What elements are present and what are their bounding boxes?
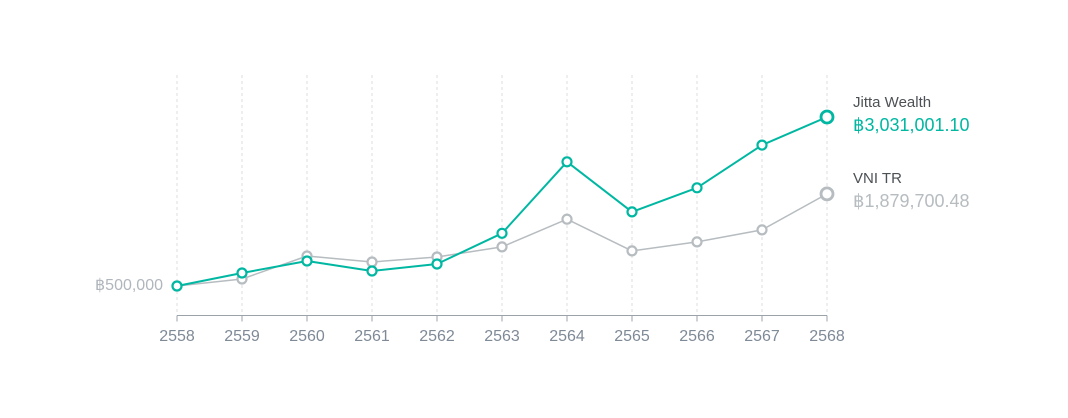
point-jitta-wealth-2564[interactable]: [561, 156, 573, 168]
legend-jitta-wealth-name: Jitta Wealth: [853, 94, 932, 111]
point-vni-tr-2566[interactable]: [691, 236, 703, 248]
legend-vni-tr-value: ฿1,879,700.48: [853, 191, 970, 211]
x-axis-label-2561: 2561: [354, 328, 390, 345]
point-vni-tr-2564[interactable]: [561, 213, 573, 225]
x-axis-label-2565: 2565: [614, 328, 650, 345]
point-vni-tr-2563[interactable]: [496, 241, 508, 253]
legend-jitta-wealth-value: ฿3,031,001.10: [853, 115, 970, 135]
x-axis-label-2559: 2559: [224, 328, 260, 345]
legend-vni-tr: VNI TR ฿1,879,700.48: [853, 170, 970, 211]
x-axis-label-2560: 2560: [289, 328, 325, 345]
point-vni-tr-2567[interactable]: [756, 224, 768, 236]
x-axis-label-2566: 2566: [679, 328, 715, 345]
x-axis-label-2568: 2568: [809, 328, 845, 345]
point-vni-tr-2568[interactable]: [819, 186, 835, 202]
legend-vni-tr-name: VNI TR: [853, 170, 902, 187]
point-jitta-wealth-2566[interactable]: [691, 182, 703, 194]
x-axis-label-2563: 2563: [484, 328, 520, 345]
point-jitta-wealth-2567[interactable]: [756, 139, 768, 151]
x-axis-label-2562: 2562: [419, 328, 455, 345]
x-axis-label-2564: 2564: [549, 328, 585, 345]
x-axis-label-2567: 2567: [744, 328, 780, 345]
point-jitta-wealth-2558[interactable]: [171, 280, 183, 292]
point-jitta-wealth-2559[interactable]: [236, 267, 248, 279]
point-jitta-wealth-2565[interactable]: [626, 206, 638, 218]
point-jitta-wealth-2568[interactable]: [819, 109, 835, 125]
point-jitta-wealth-2562[interactable]: [431, 258, 443, 270]
point-vni-tr-2561[interactable]: [366, 256, 378, 268]
y-axis-start-label: ฿500,000: [94, 277, 163, 294]
legend-jitta-wealth: Jitta Wealth ฿3,031,001.10: [853, 94, 970, 135]
point-jitta-wealth-2561[interactable]: [366, 265, 378, 277]
point-jitta-wealth-2563[interactable]: [496, 227, 508, 239]
point-vni-tr-2565[interactable]: [626, 245, 638, 257]
x-axis-label-2558: 2558: [159, 328, 195, 345]
point-jitta-wealth-2560[interactable]: [301, 255, 313, 267]
